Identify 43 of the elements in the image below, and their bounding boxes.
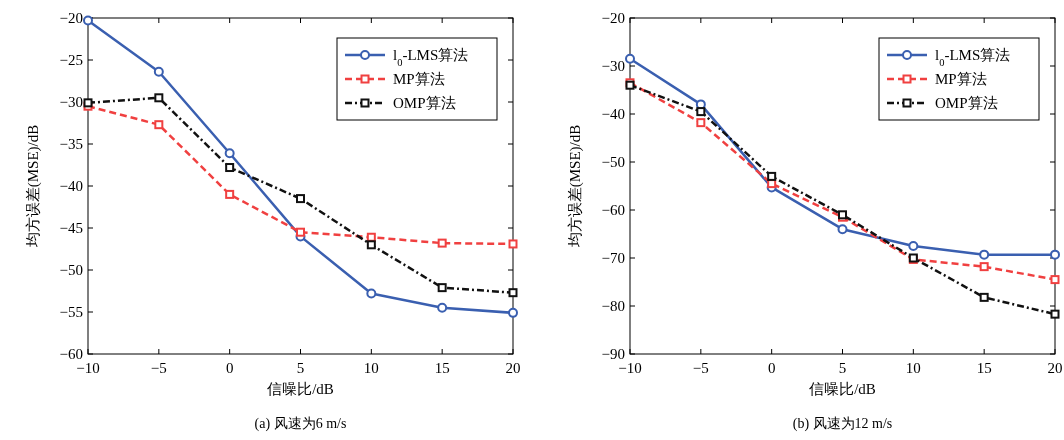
legend-label: l$_{0}$-LMS算法 [935, 47, 1011, 68]
y-tick-label: −30 [601, 58, 625, 74]
y-tick-label: −60 [601, 202, 625, 218]
y-tick-label: −35 [59, 136, 83, 152]
x-tick-label: −10 [76, 360, 100, 376]
y-tick-label: −55 [59, 304, 83, 320]
text: (b) 风速为12 m/s [792, 416, 893, 432]
y-tick-label: −90 [601, 346, 625, 362]
y-tick-label: −80 [601, 298, 625, 314]
y-tick-label: −20 [59, 10, 83, 26]
x-tick-label: 20 [1047, 360, 1063, 376]
x-tick-label: 10 [905, 360, 921, 376]
legend-label: MP算法 [935, 71, 987, 87]
y-tick-label: −60 [59, 346, 83, 362]
y-tick-label: −40 [59, 178, 83, 194]
x-tick-label: 10 [363, 360, 379, 376]
y-tick-label: −25 [59, 52, 83, 68]
y-tick-label: −30 [59, 94, 83, 110]
x-axis-title: 信噪比/dB [809, 381, 876, 397]
legend-label: MP算法 [393, 71, 445, 87]
y-tick-label: −50 [59, 262, 83, 278]
legend-label: OMP算法 [393, 95, 456, 111]
x-tick-label: −10 [618, 360, 642, 376]
legend-label: l$_{0}$-LMS算法 [393, 47, 469, 68]
x-axis-title: 信噪比/dB [267, 381, 334, 397]
x-tick-label: 5 [838, 360, 847, 376]
x-tick-label: 20 [505, 360, 521, 376]
x-tick-label: 15 [434, 360, 450, 376]
y-axis-title: 均方误差(MSE)/dB [567, 124, 584, 249]
y-tick-label: −20 [601, 10, 625, 26]
y-tick-label: −50 [601, 154, 625, 170]
x-tick-label: 0 [767, 360, 776, 376]
x-tick-label: −5 [692, 360, 709, 376]
legend-label: OMP算法 [935, 95, 998, 111]
x-tick-label: 5 [296, 360, 305, 376]
x-tick-label: −5 [150, 360, 167, 376]
y-tick-label: −70 [601, 250, 625, 266]
y-tick-label: −45 [59, 220, 83, 236]
x-tick-label: 15 [976, 360, 992, 376]
y-axis-title: 均方误差(MSE)/dB [25, 124, 42, 249]
x-tick-label: 0 [225, 360, 234, 376]
y-tick-label: −40 [601, 106, 625, 122]
text: (a) 风速为6 m/s [254, 416, 347, 432]
